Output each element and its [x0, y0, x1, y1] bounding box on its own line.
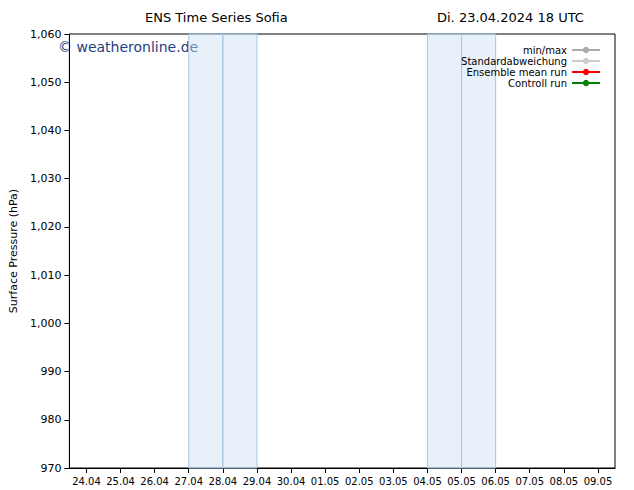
svg-text:Standardabweichung: Standardabweichung	[461, 56, 567, 67]
svg-text:Ensemble mean run: Ensemble mean run	[466, 67, 567, 78]
svg-text:Di. 23.04.2024 18 UTC: Di. 23.04.2024 18 UTC	[437, 10, 584, 25]
svg-text:990: 990	[40, 365, 61, 378]
svg-text:01.05: 01.05	[311, 476, 340, 487]
svg-text:05.05: 05.05	[447, 476, 476, 487]
svg-text:24.04: 24.04	[72, 476, 101, 487]
svg-text:07.05: 07.05	[515, 476, 544, 487]
svg-text:1,040: 1,040	[30, 124, 62, 137]
svg-text:© weatheronline.de: © weatheronline.de	[58, 39, 198, 55]
svg-text:03.05: 03.05	[379, 476, 408, 487]
svg-text:26.04: 26.04	[140, 476, 169, 487]
svg-text:02.05: 02.05	[345, 476, 374, 487]
svg-text:1,000: 1,000	[30, 317, 62, 330]
svg-text:1,050: 1,050	[30, 76, 62, 89]
svg-text:Controll run: Controll run	[508, 78, 567, 89]
svg-text:1,020: 1,020	[30, 220, 62, 233]
svg-text:06.05: 06.05	[481, 476, 510, 487]
svg-text:980: 980	[40, 413, 61, 426]
svg-text:970: 970	[40, 462, 61, 475]
svg-text:08.05: 08.05	[550, 476, 579, 487]
svg-text:Surface Pressure (hPa): Surface Pressure (hPa)	[7, 189, 20, 313]
svg-text:04.05: 04.05	[413, 476, 442, 487]
svg-text:27.04: 27.04	[174, 476, 203, 487]
svg-text:28.04: 28.04	[209, 476, 238, 487]
svg-text:ENS Time Series Sofia: ENS Time Series Sofia	[145, 10, 288, 25]
svg-text:1,030: 1,030	[30, 172, 62, 185]
svg-text:30.04: 30.04	[277, 476, 306, 487]
svg-text:29.04: 29.04	[243, 476, 272, 487]
svg-text:09.05: 09.05	[584, 476, 613, 487]
svg-text:1,010: 1,010	[30, 269, 62, 282]
svg-text:25.04: 25.04	[106, 476, 135, 487]
svg-text:1,060: 1,060	[30, 28, 62, 41]
svg-text:min/max: min/max	[523, 45, 567, 56]
